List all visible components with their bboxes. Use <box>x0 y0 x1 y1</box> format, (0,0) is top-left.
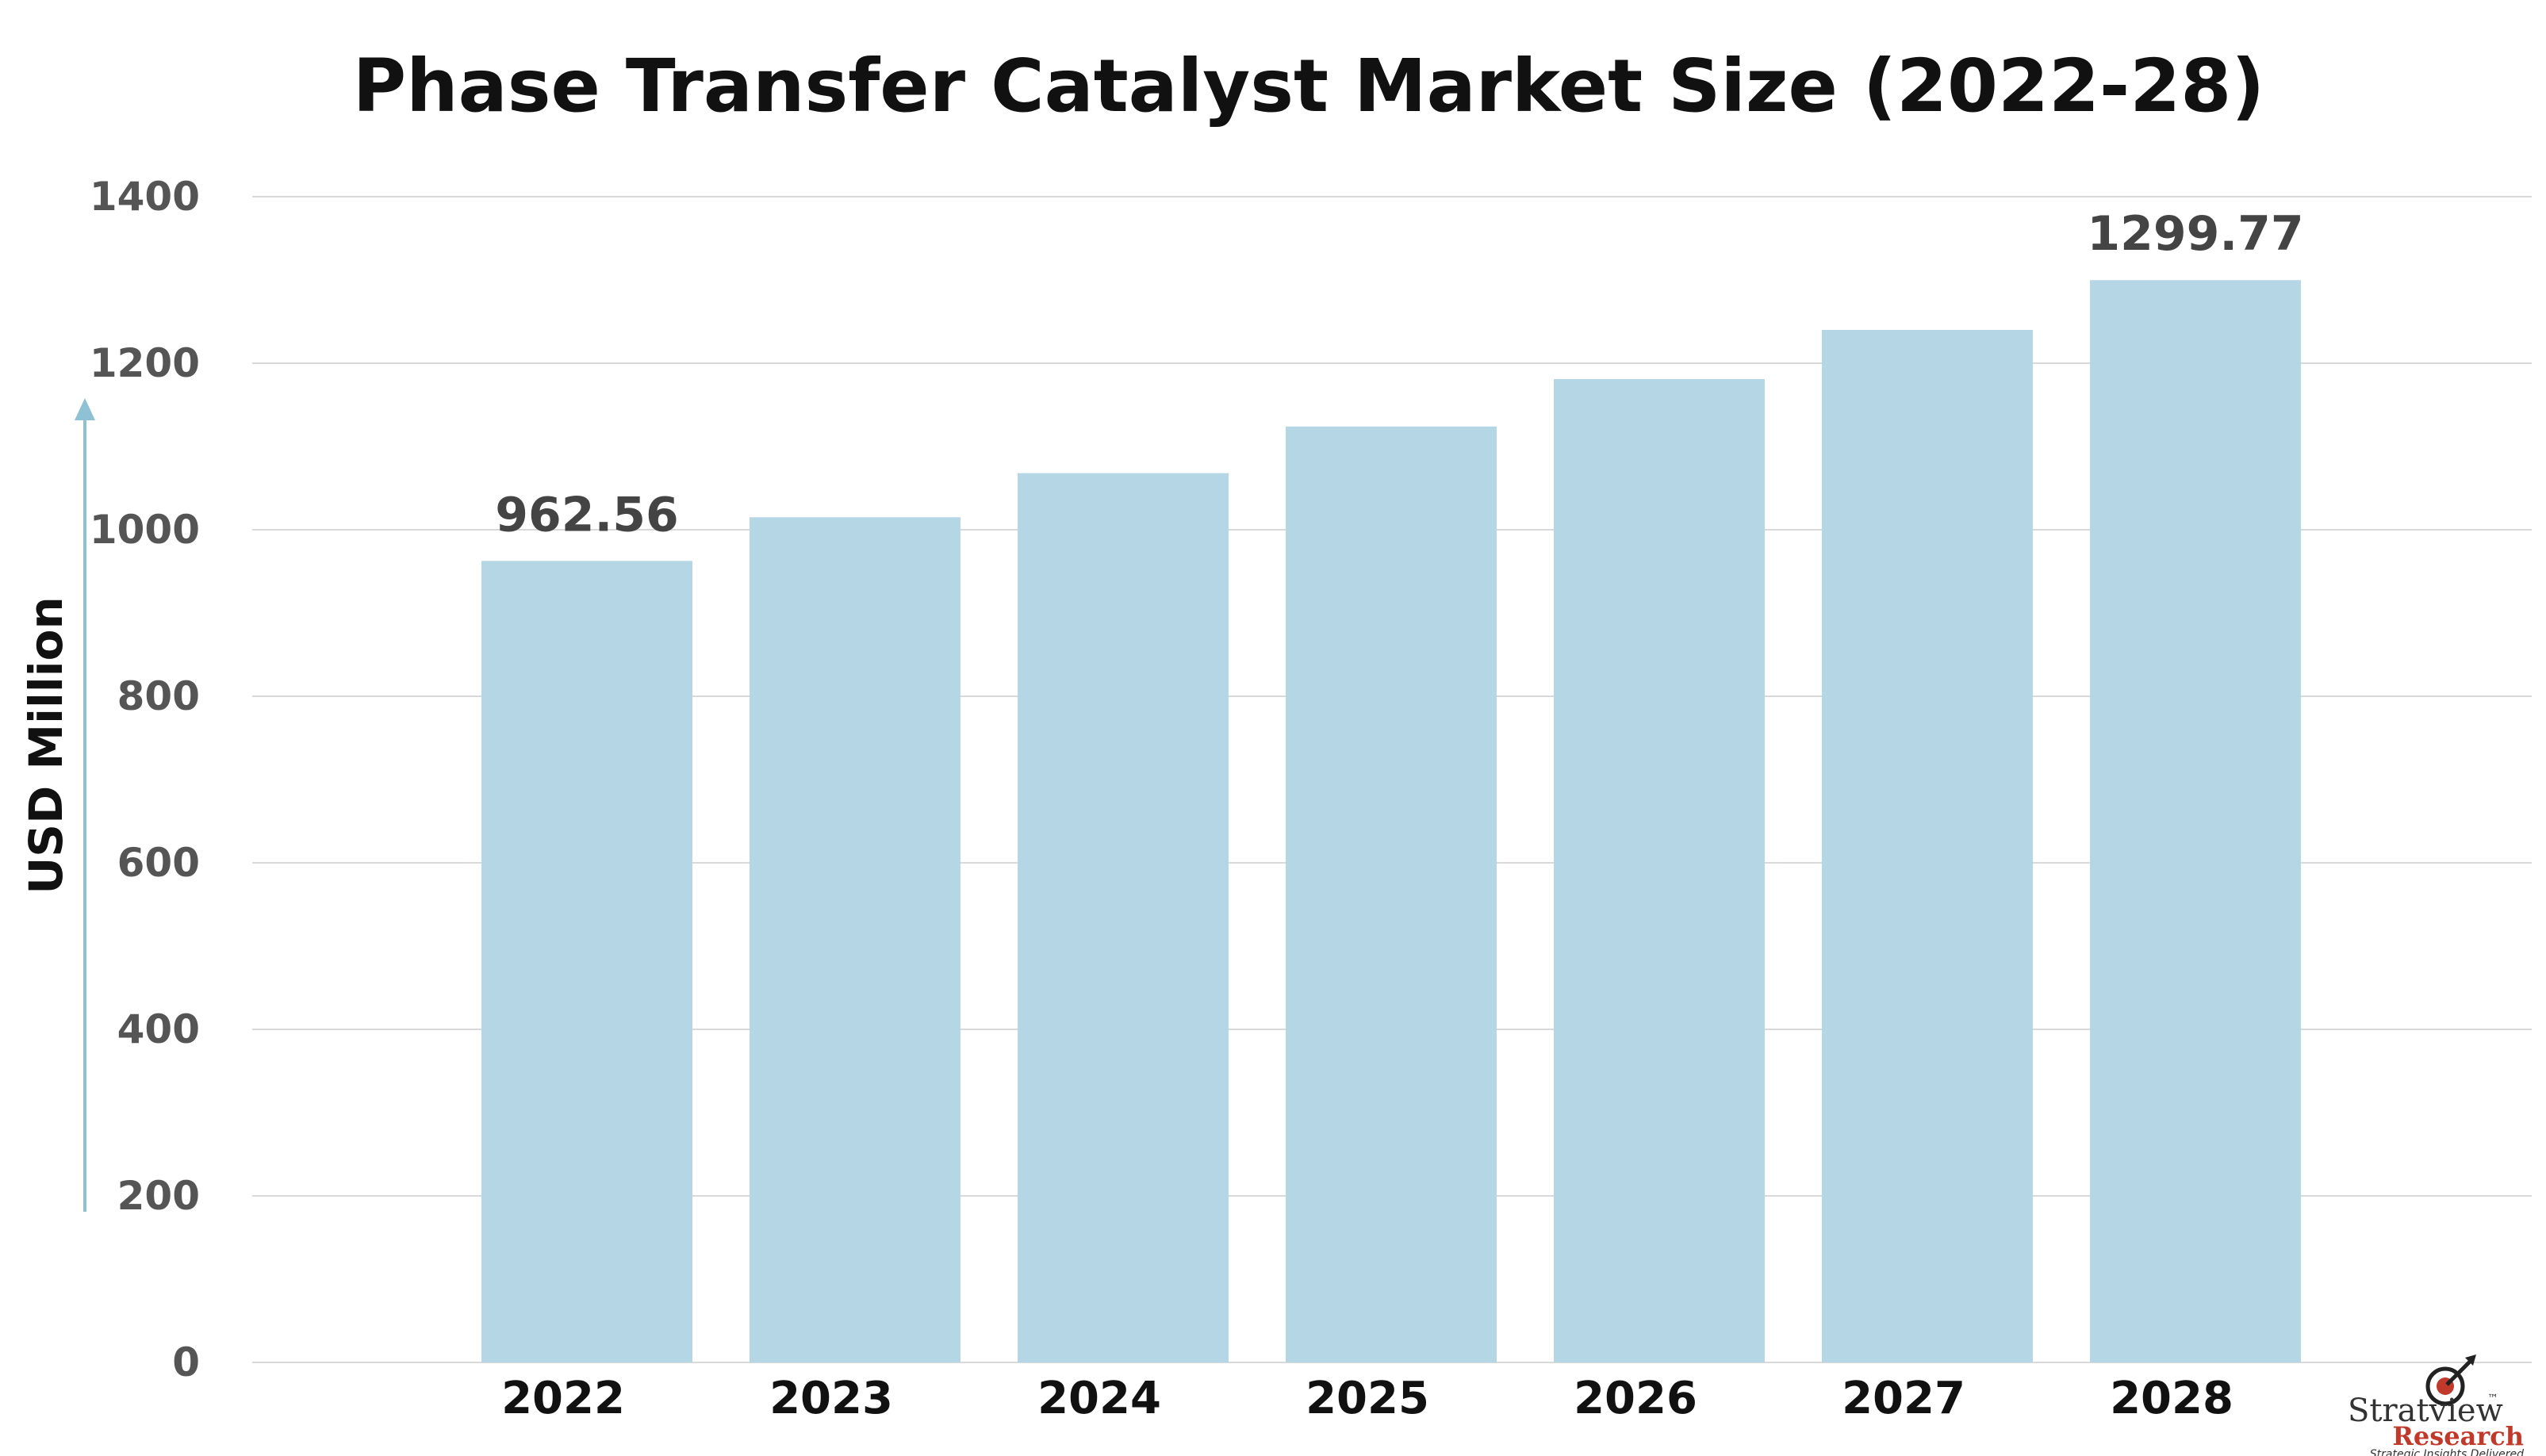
bars <box>481 280 2301 1363</box>
x-tick-label: 2025 <box>1306 1373 1429 1424</box>
y-tick-label: 1000 <box>90 507 200 553</box>
y-tick-label: 0 <box>172 1339 200 1385</box>
x-tick-label: 2022 <box>501 1373 625 1424</box>
x-tick-label: 2026 <box>1574 1373 1697 1424</box>
data-label-2028: 1299.77 <box>2087 206 2303 262</box>
y-tick-label: 800 <box>117 673 200 719</box>
y-axis-label: USD Million <box>19 596 73 895</box>
bar-2026 <box>1554 378 1765 1363</box>
y-tick-label: 200 <box>117 1173 200 1219</box>
bar-2028 <box>2090 280 2301 1363</box>
bar-2023 <box>750 517 961 1362</box>
y-tick-label: 1400 <box>90 174 200 220</box>
logo-research: Research <box>2392 1421 2524 1451</box>
data-label-2022: 962.56 <box>495 487 679 542</box>
x-tick-label: 2027 <box>1842 1373 1965 1424</box>
x-axis-ticks: 2022 2023 2024 2025 2026 2027 2028 <box>501 1373 2234 1424</box>
x-tick-label: 2028 <box>2110 1373 2234 1424</box>
x-tick-label: 2024 <box>1037 1373 1161 1424</box>
y-tick-label: 1200 <box>90 340 200 386</box>
chart-title: Phase Transfer Catalyst Market Size (202… <box>353 44 2265 128</box>
x-tick-label: 2023 <box>769 1373 893 1424</box>
stratview-logo: Stratview ™ Research Strategic Insights … <box>2348 1354 2524 1456</box>
bar-2025 <box>1286 426 1497 1362</box>
y-tick-label: 600 <box>117 840 200 886</box>
bar-2024 <box>1018 473 1229 1362</box>
y-axis-ticks: 0 200 400 600 800 1000 1200 1400 <box>90 174 200 1385</box>
y-axis-arrow <box>75 398 95 1212</box>
bar-2022 <box>481 561 692 1362</box>
logo-tm: ™ <box>2487 1393 2498 1405</box>
target-icon <box>2425 1354 2476 1406</box>
logo-tagline: Strategic Insights Delivered <box>2370 1448 2524 1456</box>
bar-2027 <box>1822 330 2033 1362</box>
data-labels: 962.56 1299.77 <box>495 206 2303 542</box>
logo-brand: Stratview <box>2348 1393 2503 1429</box>
y-tick-label: 400 <box>117 1006 200 1052</box>
